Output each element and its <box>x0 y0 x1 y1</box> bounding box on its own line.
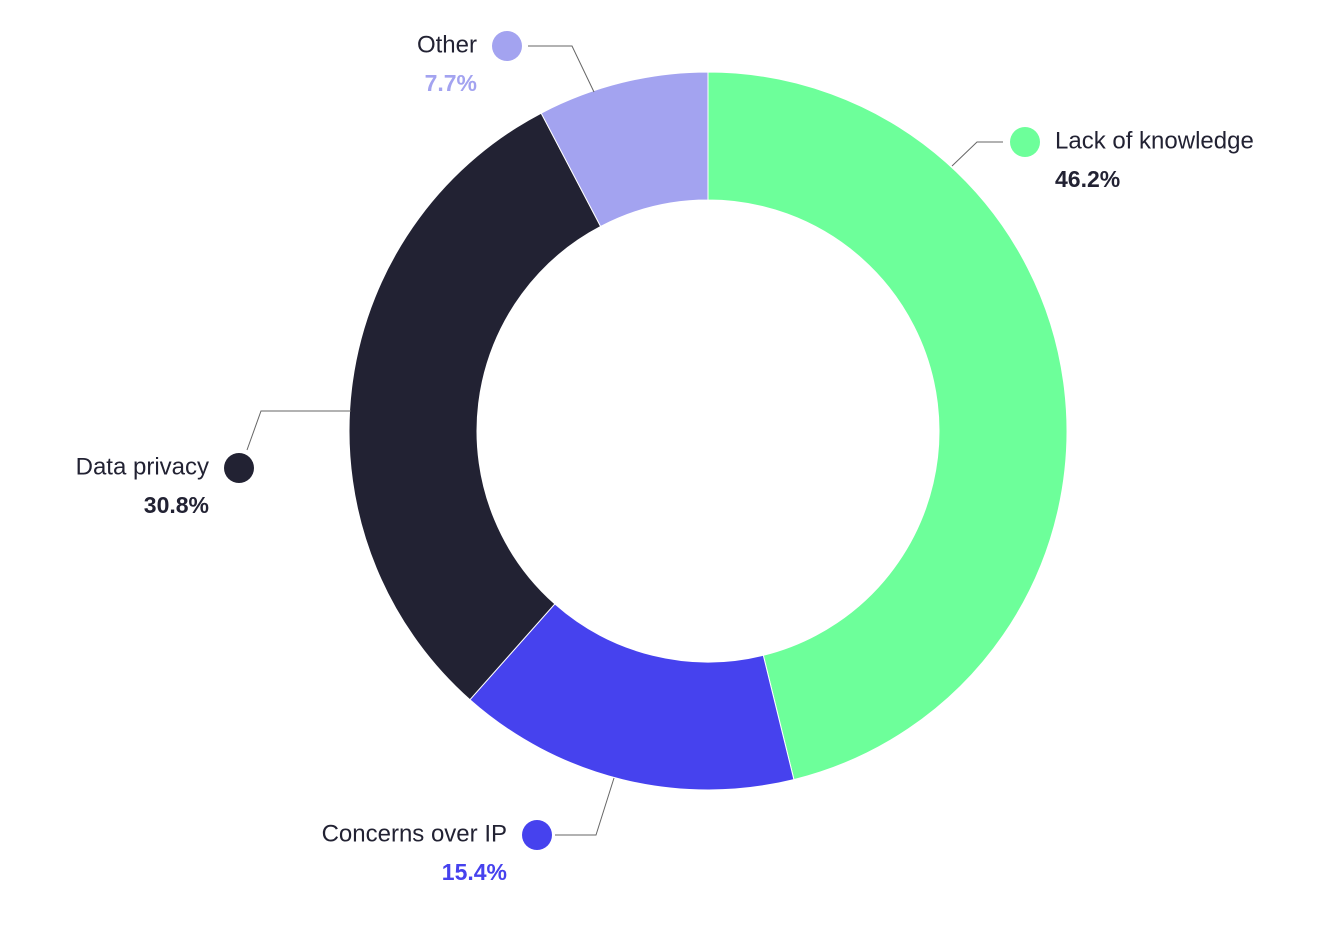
value-label: 7.7% <box>425 70 477 96</box>
leader-line <box>555 777 615 836</box>
legend-dot <box>224 453 254 483</box>
value-label: 15.4% <box>442 859 507 885</box>
donut-slice <box>348 112 602 701</box>
leader-line <box>951 141 1003 167</box>
slice-label: Data privacy <box>76 453 209 480</box>
slice-label: Lack of knowledge <box>1055 127 1254 154</box>
slice-label: Other <box>417 31 477 58</box>
leader-line <box>528 45 595 93</box>
legend-dot <box>1010 127 1040 157</box>
legend-dot <box>492 31 522 61</box>
leader-line <box>246 410 351 451</box>
donut-slice <box>707 71 1068 781</box>
value-label: 30.8% <box>144 492 209 518</box>
legend-dot <box>522 820 552 850</box>
value-label: 46.2% <box>1055 166 1120 192</box>
donut-slice <box>540 71 709 228</box>
slice-label: Concerns over IP <box>322 820 507 847</box>
